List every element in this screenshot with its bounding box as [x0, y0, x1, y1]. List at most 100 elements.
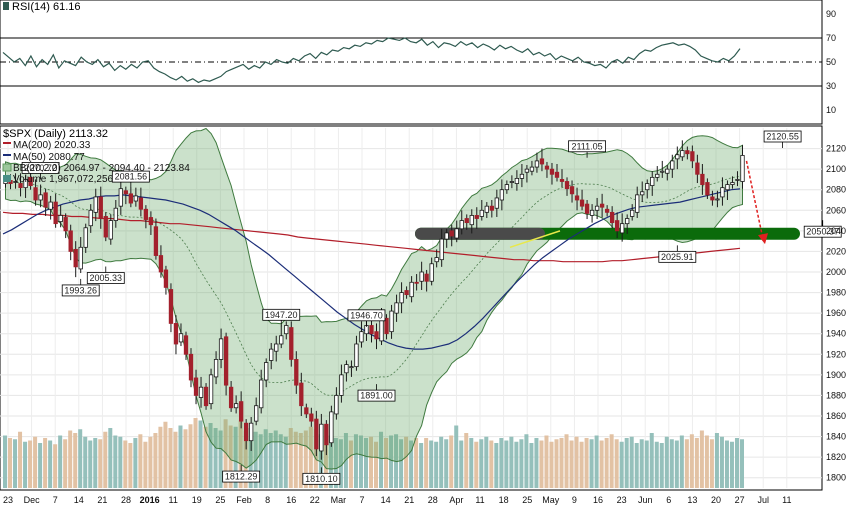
x-tick-label: 21 — [404, 495, 414, 505]
rsi-tick-label: 70 — [826, 33, 836, 43]
support-zone — [415, 227, 800, 249]
price-annotation: 1947.20 — [262, 308, 301, 327]
candle-body — [359, 331, 364, 343]
x-tick-label: Feb — [236, 495, 252, 505]
volume-bar — [208, 423, 213, 488]
volume-bar — [203, 426, 208, 488]
candle-body — [404, 290, 409, 296]
volume-bar — [333, 438, 338, 488]
candle-body — [138, 197, 144, 210]
x-tick-label: 14 — [74, 495, 84, 505]
volume-bar — [509, 436, 514, 488]
candle-body — [660, 170, 665, 173]
candle-body — [83, 227, 88, 248]
candle-body — [539, 158, 545, 165]
candle-body — [695, 162, 700, 175]
volume-bar — [539, 440, 544, 488]
volume-bar — [484, 436, 489, 488]
candle-body — [33, 187, 38, 201]
volume-bar — [474, 441, 479, 488]
candle-body — [183, 335, 189, 355]
candle-body — [740, 155, 745, 182]
volume-bar — [353, 434, 358, 488]
price-tick-label: 1860 — [826, 411, 846, 421]
candle-body — [118, 188, 123, 207]
candle-body — [685, 150, 690, 155]
candle-body — [725, 184, 730, 191]
volume-bar — [629, 436, 634, 488]
volume-bar — [599, 440, 604, 488]
volume-bar — [78, 429, 83, 488]
candle-body — [133, 195, 139, 202]
price-annotation: 2050.37 — [803, 220, 842, 238]
volume-bar — [93, 438, 98, 488]
volume-bar — [128, 443, 133, 488]
x-tick-label: 23 — [3, 495, 13, 505]
annotation-box — [302, 472, 341, 485]
volume-bar — [439, 436, 444, 488]
candle-body — [153, 226, 159, 256]
candle-body — [439, 238, 444, 261]
volume-bar — [594, 435, 599, 488]
candle-body — [269, 348, 274, 361]
candle-body — [549, 168, 555, 175]
candle-body — [63, 217, 68, 232]
rsi-legend-swatch — [3, 2, 9, 10]
candle-body — [123, 190, 128, 195]
volume-bar — [469, 438, 474, 488]
candle-body — [650, 176, 655, 187]
volume-bar — [494, 443, 499, 488]
x-tick-label: 13 — [687, 495, 697, 505]
volume-bar — [358, 435, 363, 488]
candle-body — [228, 386, 234, 409]
volume-bar — [178, 425, 183, 488]
candle-body — [449, 230, 454, 237]
candle-body — [429, 263, 434, 282]
candle-body — [389, 310, 394, 333]
price-grid — [0, 128, 822, 488]
volume-bar — [729, 441, 734, 488]
candle-body — [28, 176, 33, 187]
volume-bar — [694, 438, 699, 488]
legend-swatch-ma200 — [3, 142, 11, 144]
volume-bar — [233, 426, 238, 488]
volume-bar — [3, 435, 8, 488]
x-tick-label: 22 — [310, 495, 320, 505]
candle-body — [574, 195, 580, 201]
x-tick-label: Dec — [24, 495, 41, 505]
candle-body — [434, 257, 439, 263]
annotation-box — [111, 170, 150, 183]
annotation-label: 1993.26 — [64, 285, 97, 295]
candle-body — [93, 196, 98, 213]
candle-body — [509, 181, 515, 183]
volume-bar — [48, 440, 53, 488]
annotation-box — [803, 225, 842, 238]
volume-bar — [113, 435, 118, 488]
volume-bar — [303, 430, 308, 488]
candle-body — [38, 194, 43, 201]
candle-body — [68, 230, 73, 252]
volume-bar — [98, 439, 103, 488]
volume-bar — [384, 438, 389, 488]
candle-body — [274, 343, 279, 352]
candle-body — [419, 271, 424, 282]
candle-body — [469, 215, 474, 226]
candle-body — [504, 184, 510, 191]
candle-body — [630, 209, 635, 217]
annotation-box — [658, 250, 697, 263]
candle-body — [559, 179, 565, 182]
candle-body — [369, 325, 374, 335]
volume-bar — [429, 440, 434, 488]
x-tick-label: 11 — [782, 495, 791, 505]
support-zone-dark-segment — [415, 227, 545, 240]
candle-body — [730, 182, 735, 185]
volume-bar — [549, 441, 554, 488]
rsi-tick-label: 30 — [826, 81, 836, 91]
annotation-box — [262, 308, 301, 321]
candle-body — [213, 359, 219, 378]
volume-bar — [689, 434, 694, 488]
volume-bar — [499, 438, 504, 488]
rsi-line — [2, 37, 741, 84]
candle-body — [43, 192, 48, 208]
candle-body — [264, 362, 269, 381]
